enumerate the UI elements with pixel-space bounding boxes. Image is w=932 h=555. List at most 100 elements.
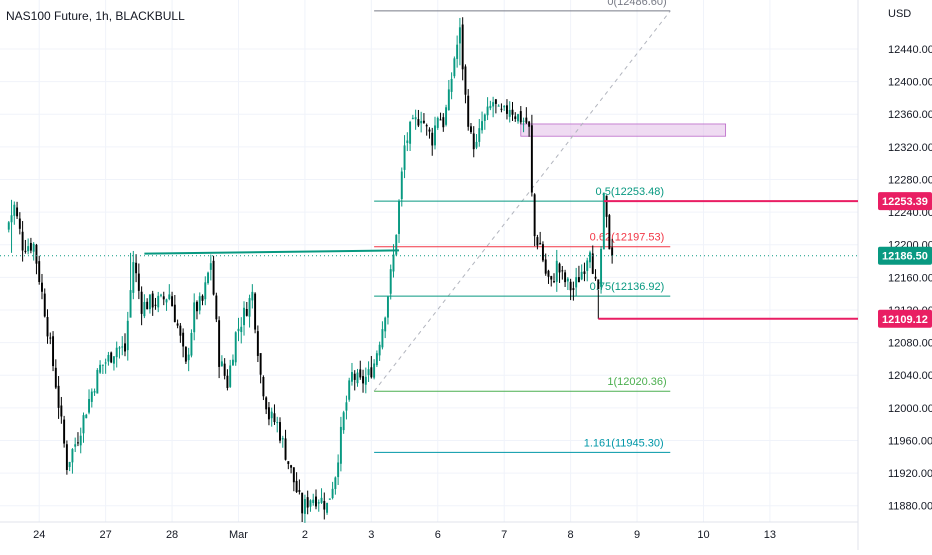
- candle-body: [461, 24, 464, 70]
- x-tick-label: 10: [697, 529, 709, 541]
- candle-body: [442, 117, 445, 128]
- x-tick-label: Mar: [229, 529, 248, 541]
- candle-body: [223, 363, 226, 376]
- candle-body: [99, 364, 102, 373]
- candle-body: [409, 121, 412, 144]
- candle-body: [486, 106, 489, 116]
- candle-body: [589, 252, 591, 263]
- x-tick-label: 27: [100, 529, 112, 541]
- candle-body: [334, 477, 337, 490]
- candle-body: [29, 242, 32, 251]
- symbol-title: NAS100 Future, 1h, BLACKBULL: [6, 9, 185, 23]
- candle-body: [345, 402, 348, 411]
- candle-body: [309, 500, 312, 507]
- candle-body: [259, 353, 262, 375]
- candle-body: [481, 121, 484, 131]
- candle-body: [436, 117, 439, 128]
- fib-label-0: 0(12486.60): [607, 0, 666, 8]
- candle-body: [10, 215, 13, 223]
- y-tick-label: 12160.00: [888, 272, 932, 284]
- candle-body: [611, 247, 614, 256]
- price-level-tag-1: 12109.12: [882, 314, 928, 326]
- candle-body: [422, 120, 425, 123]
- candle-body: [60, 405, 63, 417]
- candle-body: [207, 272, 210, 284]
- y-tick-label: 12360.00: [888, 109, 932, 121]
- candle-body: [508, 109, 511, 117]
- candle-body: [254, 293, 257, 330]
- candle-body: [389, 269, 392, 294]
- candle-body: [326, 502, 329, 513]
- candle-body: [137, 273, 140, 291]
- candle-body: [370, 367, 373, 378]
- candle-body: [220, 361, 223, 367]
- candle-body: [553, 281, 555, 283]
- x-tick-label: 28: [166, 529, 178, 541]
- candle-body: [176, 323, 179, 326]
- candle-body: [500, 108, 503, 110]
- candle-body: [395, 234, 398, 255]
- x-tick-label: 9: [634, 529, 640, 541]
- candle-body: [594, 276, 597, 279]
- candle-body: [151, 293, 154, 308]
- candle-body: [146, 301, 149, 310]
- y-tick-label: 12000.00: [888, 403, 932, 415]
- candle-body: [328, 498, 331, 500]
- x-tick-label: 8: [568, 529, 574, 541]
- candle-body: [364, 376, 367, 385]
- candle-body: [503, 106, 506, 108]
- candle-body: [566, 278, 569, 282]
- candle-body: [303, 499, 306, 514]
- candle-body: [420, 121, 423, 124]
- candle-body: [212, 260, 215, 295]
- candle-body: [121, 346, 124, 348]
- candle-body: [367, 369, 370, 376]
- candle-body: [525, 117, 528, 123]
- fib-label-1.161: 1.161(11945.30): [584, 437, 664, 449]
- candle-body: [96, 369, 99, 394]
- candle-body: [320, 497, 323, 503]
- candle-body: [414, 117, 417, 120]
- candle-body: [561, 270, 564, 272]
- candle-body: [447, 89, 450, 111]
- y-tick-label: 11920.00: [888, 468, 932, 480]
- candle-body: [218, 320, 221, 367]
- candle-body: [101, 364, 104, 366]
- candle-body: [580, 271, 583, 280]
- candle-body: [27, 246, 30, 252]
- candle-body: [464, 66, 467, 95]
- candle-body: [54, 367, 57, 388]
- candle-body: [198, 296, 201, 311]
- candle-body: [339, 426, 342, 464]
- x-tick-label: 6: [435, 529, 441, 541]
- candle-body: [104, 362, 107, 364]
- y-tick-label: 11880.00: [888, 501, 932, 513]
- candle-body: [273, 413, 276, 423]
- candle-body: [21, 231, 24, 251]
- candle-body: [400, 171, 403, 200]
- y-tick-label: 12320.00: [888, 142, 932, 154]
- fib-label-0.62: 0.62(12197.53): [590, 232, 665, 244]
- trendline: [144, 249, 400, 255]
- candle-body: [196, 301, 198, 312]
- candle-body: [112, 356, 115, 364]
- y-tick-label: 12440.00: [888, 44, 932, 56]
- candle-body: [362, 376, 365, 384]
- candle-body: [93, 391, 96, 393]
- candle-body: [179, 325, 182, 336]
- candle-body: [398, 201, 400, 234]
- candle-body: [492, 102, 495, 107]
- candle-body: [312, 499, 315, 503]
- y-tick-label: 11960.00: [888, 435, 932, 447]
- candle-body: [544, 259, 547, 274]
- candle-body: [301, 492, 304, 514]
- candle-body: [118, 347, 121, 349]
- x-tick-label: 3: [368, 529, 374, 541]
- candle-body: [298, 490, 301, 492]
- candle-body: [231, 359, 234, 366]
- candle-body: [35, 244, 38, 264]
- price-level-tag-0-bg: [878, 192, 932, 211]
- candle-body: [284, 438, 287, 460]
- candle-body: [107, 354, 110, 362]
